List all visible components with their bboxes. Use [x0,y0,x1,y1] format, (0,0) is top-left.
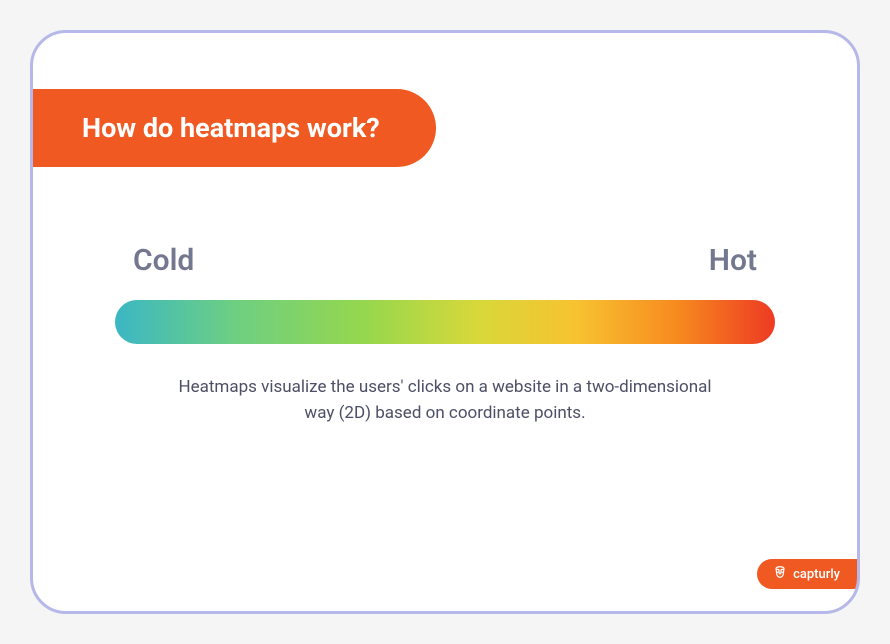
title-text: How do heatmaps work? [82,112,380,144]
cold-label: Cold [133,243,194,278]
owl-icon [773,565,787,583]
brand-name: capturly [793,567,840,582]
hot-label: Hot [709,243,757,278]
spectrum-end-labels: Cold Hot [115,243,775,278]
brand-badge: capturly [757,559,860,589]
caption-text: Heatmaps visualize the users' clicks on … [175,374,715,427]
content-region: Cold Hot Heatmaps visualize the users' c… [33,243,857,427]
infographic-card: How do heatmaps work? Cold Hot Heatmaps … [30,30,860,614]
title-banner: How do heatmaps work? [30,89,436,167]
heatmap-spectrum-bar [115,300,775,344]
